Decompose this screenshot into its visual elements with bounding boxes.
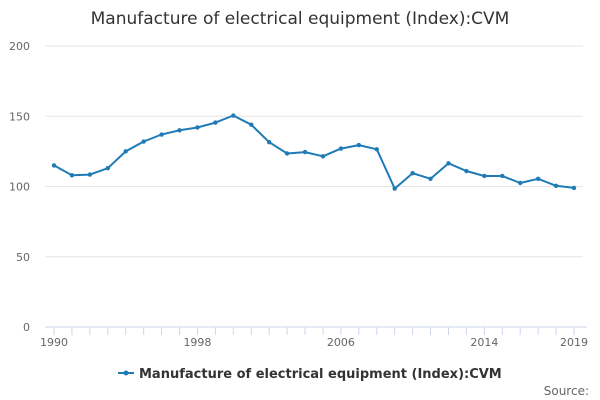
data-point[interactable] <box>374 147 379 152</box>
legend-label: Manufacture of electrical equipment (Ind… <box>139 367 502 382</box>
data-point[interactable] <box>302 149 308 155</box>
x-tick-label: 2006 <box>327 336 355 349</box>
x-axis: 1990 1998 2006 2014 2019 <box>40 326 588 349</box>
y-tick-label: 100 <box>9 181 30 194</box>
data-point[interactable] <box>571 185 577 191</box>
data-point[interactable] <box>266 140 272 145</box>
data-point[interactable] <box>392 186 397 191</box>
data-point[interactable] <box>320 154 326 159</box>
data-point[interactable] <box>87 172 93 177</box>
source-label: Source: <box>544 384 589 398</box>
data-point[interactable] <box>123 149 128 154</box>
chart-title: Manufacture of electrical equipment (Ind… <box>91 9 510 29</box>
y-tick-label: 50 <box>16 251 30 264</box>
legend-point-marker <box>123 370 129 376</box>
data-point[interactable] <box>518 180 523 186</box>
data-point[interactable] <box>231 113 236 118</box>
series-line <box>53 114 575 190</box>
data-point[interactable] <box>177 128 182 133</box>
data-point[interactable] <box>535 176 541 181</box>
data-point[interactable] <box>553 183 559 188</box>
data-point[interactable] <box>69 173 75 178</box>
data-point[interactable] <box>428 176 433 181</box>
data-point[interactable] <box>141 139 146 144</box>
y-tick-label: 0 <box>23 321 30 334</box>
x-tick-label: 1990 <box>40 336 68 349</box>
y-tick-label: 150 <box>9 110 30 123</box>
data-point[interactable] <box>482 173 487 179</box>
x-tick-label: 2014 <box>470 336 498 349</box>
gridlines <box>45 45 583 258</box>
data-point[interactable] <box>410 170 415 176</box>
data-point[interactable] <box>356 142 362 148</box>
data-point[interactable] <box>213 120 218 125</box>
data-point[interactable] <box>249 122 254 127</box>
data-point[interactable] <box>464 168 469 174</box>
data-point[interactable] <box>338 146 344 151</box>
y-tick-label: 200 <box>9 40 30 53</box>
y-axis-ticks: 0 50 100 150 200 <box>9 40 30 334</box>
data-point[interactable] <box>446 161 451 166</box>
data-point[interactable] <box>51 163 57 168</box>
data-point[interactable] <box>195 125 200 130</box>
series-layer <box>51 113 577 191</box>
x-tick-label: 1998 <box>183 336 211 349</box>
data-point[interactable] <box>159 132 164 137</box>
data-point[interactable] <box>284 151 290 156</box>
data-point[interactable] <box>500 173 505 179</box>
legend[interactable]: Manufacture of electrical equipment (Ind… <box>118 367 502 382</box>
x-tick-label: 2019 <box>560 336 588 349</box>
data-point[interactable] <box>105 166 110 171</box>
